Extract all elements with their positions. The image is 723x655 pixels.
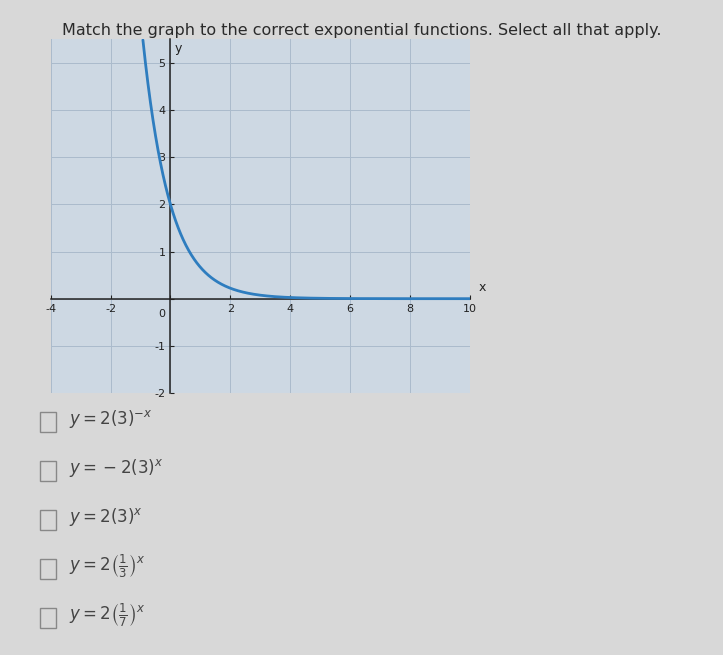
Text: Match the graph to the correct exponential functions. Select all that apply.: Match the graph to the correct exponenti… [61,23,662,38]
Text: $y = 2\left(\frac{1}{7}\right)^{x}$: $y = 2\left(\frac{1}{7}\right)^{x}$ [69,602,145,629]
Text: y: y [175,42,182,54]
Text: $y = 2(3)^{-x}$: $y = 2(3)^{-x}$ [69,408,153,430]
Text: 0: 0 [158,309,165,319]
Text: $y = 2(3)^{x}$: $y = 2(3)^{x}$ [69,506,142,529]
Text: $y = 2\left(\frac{1}{3}\right)^{x}$: $y = 2\left(\frac{1}{3}\right)^{x}$ [69,553,145,580]
Text: $y = -2(3)^{x}$: $y = -2(3)^{x}$ [69,457,163,479]
Text: x: x [479,281,487,294]
